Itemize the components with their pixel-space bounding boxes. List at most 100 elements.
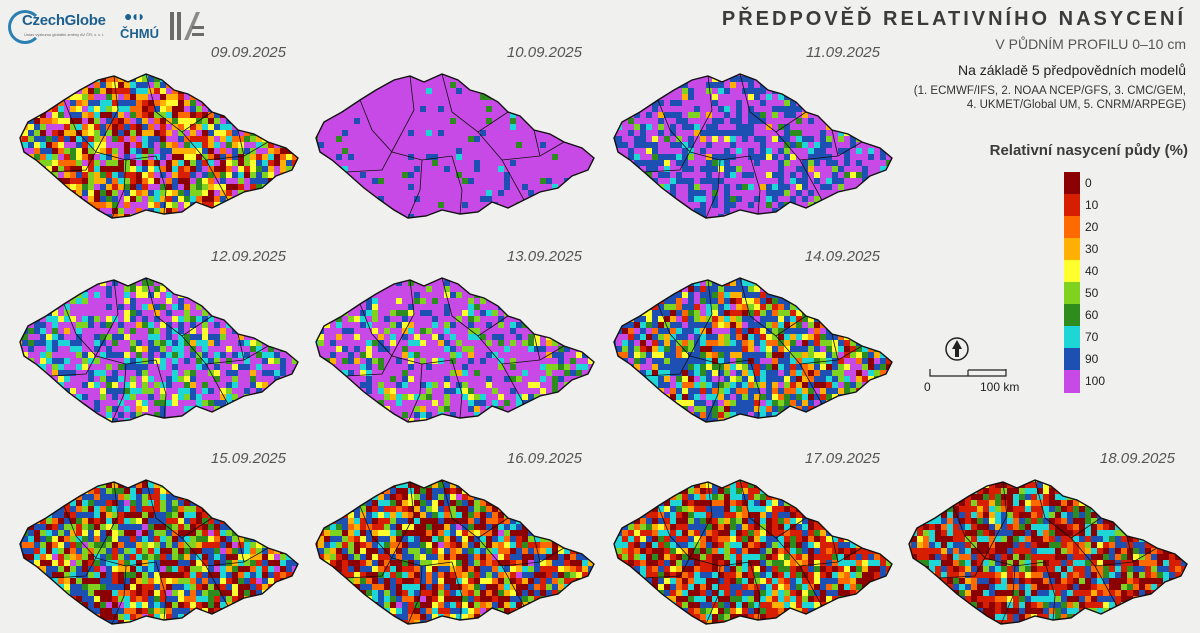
region-border (345, 343, 399, 377)
models-line: 4. UKMET/Global UM, 5. CNRM/ARPEGE) (966, 99, 1186, 111)
region-border (407, 565, 423, 625)
legend-swatch (1064, 172, 1080, 195)
country-border (315, 73, 595, 219)
forecast-panel: 17.09.2025 (600, 450, 900, 625)
region-border (533, 129, 541, 157)
legend-tick-label: 40 (1085, 264, 1099, 278)
region-border (705, 565, 721, 625)
country-border (19, 277, 299, 423)
legend-swatch (1064, 326, 1080, 349)
north-arrow-icon (945, 337, 969, 361)
forecast-panel: 13.09.2025 (302, 248, 602, 423)
region-border (101, 481, 119, 547)
region-border (451, 359, 463, 419)
legend-tick-labels: 0 10 20 30 40 50 60 70 90 100 (1085, 164, 1125, 404)
region-border (345, 545, 399, 579)
panel-date: 16.09.2025 (506, 450, 582, 467)
region-border (749, 561, 761, 621)
soil-saturation-map (19, 73, 299, 219)
region-border (101, 75, 119, 141)
region-border (237, 129, 245, 157)
saturation-raster (316, 480, 594, 624)
region-border (237, 333, 245, 361)
saturation-raster (909, 480, 1187, 624)
legend-tick-label: 90 (1085, 352, 1099, 366)
region-border (407, 363, 423, 423)
legend-tick-label: 60 (1085, 308, 1099, 322)
saturation-raster (316, 74, 594, 218)
panel-date: 11.09.2025 (806, 44, 880, 61)
panel-date: 18.09.2025 (1099, 450, 1175, 467)
region-border (397, 75, 415, 141)
models-line: (1. ECMWF/IFS, 2. NOAA NCEP/GFS, 3. CMC/… (913, 85, 1186, 97)
models-list: (1. ECMWF/IFS, 2. NOAA NCEP/GFS, 3. CMC/… (886, 84, 1186, 112)
forecast-panel: 18.09.2025 (895, 450, 1195, 625)
region-border (345, 139, 399, 173)
scale-end-label: 100 km (980, 380, 1020, 394)
region-border (451, 155, 463, 215)
region-border (749, 359, 761, 419)
panel-date: 13.09.2025 (506, 248, 582, 265)
region-border (705, 363, 721, 423)
saturation-raster (614, 74, 892, 218)
region-border (643, 139, 697, 173)
panel-date: 12.09.2025 (210, 248, 286, 265)
forecast-panel: 16.09.2025 (302, 450, 602, 625)
region-border (739, 479, 807, 539)
region-border (111, 159, 127, 219)
legend-tick-label: 0 (1085, 176, 1092, 190)
region-border (643, 545, 697, 579)
globe-arc-icon (8, 10, 42, 44)
region-border (451, 561, 463, 621)
czechglobe-logo-text: CzechGlobe (22, 12, 106, 29)
region-border (145, 277, 213, 337)
forecast-panel: 10.09.2025 (302, 44, 602, 219)
soil-saturation-map (315, 277, 595, 423)
panel-date: 14.09.2025 (804, 248, 880, 265)
country-border (19, 479, 299, 625)
region-border (749, 155, 761, 215)
legend-tick-label: 70 (1085, 330, 1099, 344)
region-border (1034, 479, 1102, 539)
region-border (1044, 561, 1056, 621)
legend-tick-label: 50 (1085, 286, 1099, 300)
region-border (695, 279, 713, 345)
country-border (315, 479, 595, 625)
region-border (938, 545, 992, 579)
region-border (49, 545, 103, 579)
region-border (695, 75, 713, 141)
legend-tick-label: 10 (1085, 198, 1099, 212)
soil-saturation-map (19, 479, 299, 625)
chmu-logo-text: ČHMÚ (120, 26, 159, 41)
soil-saturation-map (613, 479, 893, 625)
region-border (533, 333, 541, 361)
country-border (613, 73, 893, 219)
forecast-panel: 15.09.2025 (6, 450, 306, 625)
region-border (101, 279, 119, 345)
legend-swatch (1064, 282, 1080, 305)
map-subtitle: V PŮDNÍM PROFILU 0–10 cm (995, 36, 1186, 52)
czechglobe-logo: CzechGlobe Ústav výzkumu globální změny … (8, 10, 114, 46)
region-border (111, 363, 127, 423)
region-border (49, 343, 103, 377)
map-title: PŘEDPOVĚĎ RELATIVNÍHO NASYCENÍ (721, 8, 1186, 30)
scale-bar-icon (929, 369, 1007, 377)
region-border (397, 481, 415, 547)
forecast-panel: 09.09.2025 (6, 44, 306, 219)
legend-swatch (1064, 194, 1080, 217)
region-border (145, 479, 213, 539)
czechglobe-logo-subtext: Ústav výzkumu globální změny AV ČR, v. v… (24, 32, 105, 37)
saturation-raster (20, 278, 298, 422)
logo-area: CzechGlobe Ústav výzkumu globální změny … (0, 0, 240, 52)
scale-and-north: 0 100 km (918, 336, 1028, 396)
legend-swatch (1064, 216, 1080, 239)
legend-swatch (1064, 304, 1080, 327)
legend-tick-label: 30 (1085, 242, 1099, 256)
scale-zero-label: 0 (924, 380, 931, 394)
country-border (19, 73, 299, 219)
region-border (155, 155, 167, 215)
region-border (155, 359, 167, 419)
country-border (613, 277, 893, 423)
forecast-panel: 11.09.2025 (600, 44, 900, 219)
region-border (705, 159, 721, 219)
